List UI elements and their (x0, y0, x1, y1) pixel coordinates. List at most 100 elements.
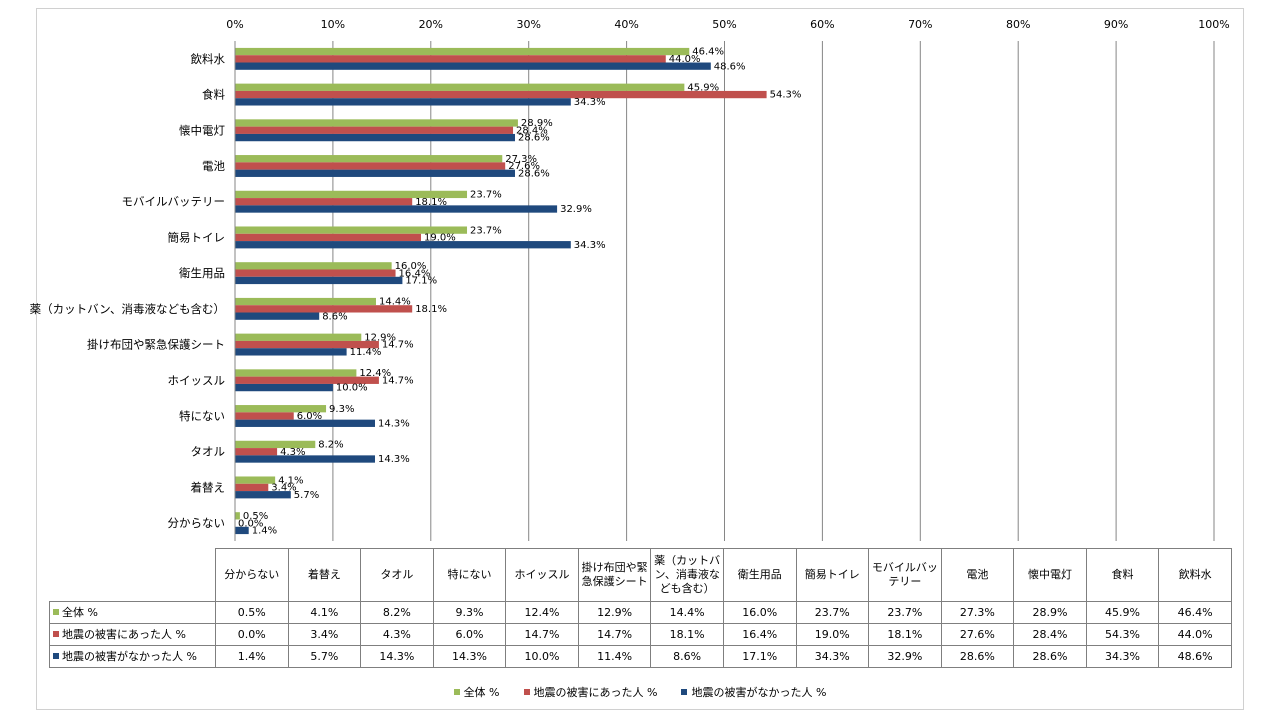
table-cell: 4.1% (287, 601, 362, 624)
bar (235, 305, 413, 313)
table-column-header: 簡易トイレ (795, 548, 870, 602)
data-table: 分からない 着替え タオル 特にない ホイッスル 掛け布団や緊急保護シート 薬（カットバン、… (49, 548, 1232, 668)
data-label: 9.3% (329, 404, 354, 415)
table-cell: 1.4% (215, 645, 289, 668)
bar (235, 333, 362, 341)
data-label: 45.9% (687, 82, 719, 93)
table-cell: 6.0% (432, 623, 507, 646)
table-column-header: 掛け布団や緊急保護シート (577, 548, 652, 602)
table-cell: 14.3% (432, 645, 507, 668)
table-cell: 19.0% (795, 623, 870, 646)
data-label: 8.2% (318, 440, 343, 451)
bar (235, 440, 316, 449)
table-column-header: 分からない (215, 548, 289, 602)
table-row: 全体 % 0.5% 4.1% 8.2% 9.3% 12.4% 12.9% 14.4% 16.0%… (49, 601, 1232, 624)
table-column-header: 着替え (287, 548, 362, 602)
category-label: 電池 (202, 159, 225, 173)
x-tick-label: 70% (908, 18, 932, 31)
bar (235, 233, 422, 242)
table-cell: 34.3% (795, 645, 870, 668)
data-label: 14.7% (382, 375, 414, 386)
legend-swatch (523, 689, 530, 695)
table-header-row: 分からない 着替え タオル 特にない ホイッスル 掛け布団や緊急保護シート 薬（カットバン、… (49, 548, 1232, 602)
table-cell: 28.9% (1013, 601, 1087, 624)
x-axis-tick-labels: 0% 10% 20% 30% 40% 50% 60% 70% 80% 90% 100% (226, 18, 1229, 31)
bar (235, 312, 320, 320)
data-label: 46.4% (692, 47, 724, 58)
legend-label: 全体 % (463, 686, 500, 699)
data-label: 14.7% (382, 340, 414, 351)
data-label: 14.3% (378, 418, 410, 429)
table-cell: 27.3% (940, 601, 1015, 624)
table-column-header: 飲料水 (1158, 548, 1232, 602)
table-cell: 3.4% (287, 623, 362, 646)
category-label: 着替え (191, 480, 226, 494)
bar (235, 90, 767, 99)
table-cell: 34.3% (1085, 645, 1160, 668)
bar (235, 155, 503, 163)
table-column-header: 薬（カットバン、消毒液なども含む） (650, 548, 724, 602)
data-label: 27.3% (505, 154, 537, 165)
data-label: 16.4% (399, 268, 431, 279)
series-swatch (53, 608, 59, 615)
category-label: 特にない (179, 409, 225, 423)
category-label: 掛け布団や緊急保護シート (87, 338, 225, 352)
bar (235, 476, 276, 484)
x-tick-label: 30% (516, 18, 540, 31)
legend-item: 全体 % (453, 684, 500, 700)
bar (235, 369, 357, 377)
data-label: 28.6% (518, 168, 550, 179)
table-cell: 0.5% (215, 601, 289, 624)
table-cell: 28.6% (940, 645, 1015, 668)
table-cell: 11.4% (577, 645, 652, 668)
bar (235, 241, 571, 249)
bar (235, 226, 468, 234)
table-cell: 16.4% (722, 623, 797, 646)
bar (235, 126, 514, 134)
table-cell: 14.7% (577, 623, 652, 646)
table-cell: 5.7% (287, 645, 362, 668)
bar (235, 169, 515, 177)
series-name-text: 地震の被害にあった人 % (62, 627, 186, 641)
table-cell: 4.3% (360, 623, 434, 646)
legend-item: 地震の被害にあった人 % (523, 684, 657, 700)
data-label: 12.9% (364, 332, 396, 343)
table-corner-cell (49, 548, 216, 602)
data-labels: 46.4%44.0% 48.6% 45.9% 54.3% 34.3% 28.9%28.4%… (238, 47, 801, 537)
data-label: 23.7% (470, 225, 502, 236)
category-label: ホイッスル (168, 373, 226, 387)
category-label: 懐中電灯 (179, 123, 225, 137)
category-label: 分からない (168, 516, 226, 530)
table-series-name: 全体 % (49, 601, 216, 624)
table-cell: 46.4% (1158, 601, 1232, 624)
table-cell: 32.9% (868, 645, 942, 668)
data-label: 48.6% (714, 61, 746, 72)
bar (235, 376, 379, 384)
table-column-header: 懐中電灯 (1013, 548, 1087, 602)
table-cell: 0.0% (215, 623, 289, 646)
data-label: 3.4% (271, 483, 296, 494)
data-label: 19.0% (424, 233, 456, 244)
x-tick-label: 90% (1104, 18, 1128, 31)
data-label: 27.6% (508, 161, 540, 172)
table-cell: 12.9% (577, 601, 652, 624)
bar (235, 62, 711, 70)
x-tick-label: 10% (321, 18, 345, 31)
data-label: 23.7% (470, 190, 502, 201)
table-cell: 27.6% (940, 623, 1015, 646)
bar (235, 383, 333, 392)
data-label: 0.5% (243, 511, 268, 522)
table-row: 地震の被害がなかった人 % 1.4% 5.7% 14.3% 14.3% 10.0% 11.4… (49, 645, 1232, 668)
bar (235, 162, 506, 170)
x-tick-label: 100% (1198, 18, 1229, 31)
bar (235, 198, 413, 206)
category-label: 食料 (202, 88, 225, 102)
bar (235, 483, 269, 492)
data-label: 14.4% (379, 297, 411, 308)
data-label: 4.1% (278, 475, 303, 486)
legend-item: 地震の被害がなかった人 % (681, 684, 826, 700)
x-tick-label: 50% (712, 18, 736, 31)
category-label: 薬（カットバン、消毒液なども含む） (30, 302, 225, 316)
table-cell: 54.3% (1085, 623, 1160, 646)
category-label: 衛生用品 (179, 266, 225, 280)
